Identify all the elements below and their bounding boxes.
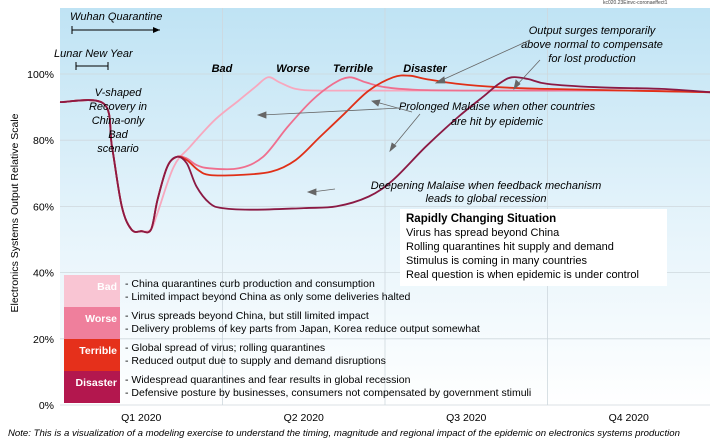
v-shaped-line-4: Bad: [108, 129, 128, 141]
legend-swatch-worse: [64, 307, 120, 339]
legend-description-line: - Defensive posture by businesses, consu…: [125, 387, 531, 399]
y-tick-label: 100%: [27, 69, 54, 81]
y-tick-label: 80%: [33, 135, 54, 147]
malaise-arrows: [256, 99, 421, 153]
y-tick-label: 60%: [33, 201, 54, 213]
x-category-label: Q2 2020: [284, 412, 324, 424]
deepening-malaise-annotation: Deepening Malaise when feedback mechanis…: [371, 180, 602, 205]
legend-label-worse: Worse: [85, 313, 117, 325]
legend-swatch-bad: [64, 275, 120, 307]
wuhan-quarantine-marker: Wuhan Quarantine: [70, 11, 162, 34]
y-axis-ticks: 0% 20% 40% 60% 80% 100%: [27, 69, 54, 412]
deepening-line-1: Deepening Malaise when feedback mechanis…: [371, 180, 602, 192]
v-shaped-line-3: China-only: [92, 115, 146, 127]
v-shaped-line-1: V-shaped: [95, 87, 143, 99]
infobox-line: Rolling quarantines hit supply and deman…: [406, 241, 614, 253]
legend-swatch-terrible: [64, 339, 120, 371]
scenario-label-bad: Bad: [212, 63, 233, 75]
v-shaped-annotation: V-shaped Recovery in China-only Bad scen…: [89, 87, 147, 155]
prolonged-malaise-annotation: Prolonged Malaise when other countries a…: [399, 101, 596, 128]
legend-description-line: - Reduced output due to supply and deman…: [125, 355, 386, 367]
y-tick-label: 40%: [33, 268, 54, 280]
legend-description-line: - Global spread of virus; rolling quaran…: [125, 342, 325, 354]
scenario-label-terrible: Terrible: [333, 63, 373, 75]
scenario-legend: Bad - China quarantines curb production a…: [64, 275, 531, 403]
surge-arrows: [434, 39, 541, 91]
lunar-new-year-label: Lunar New Year: [54, 48, 134, 60]
footnote: Note: This is a visualization of a model…: [8, 428, 680, 439]
deepening-arrow: [306, 188, 336, 196]
x-category-label: Q4 2020: [609, 412, 649, 424]
surge-line-1: Output surges temporarily: [529, 25, 657, 37]
scenario-label-worse: Worse: [276, 63, 309, 75]
rapidly-changing-situation-box: Rapidly Changing Situation Virus has spr…: [400, 209, 667, 286]
legend-description-line: - Virus spreads beyond China, but still …: [125, 310, 369, 322]
series-lines: [59, 74, 710, 234]
y-axis-label: Electronics Systems Output Relative Scal…: [9, 113, 21, 312]
lunar-new-year-marker: Lunar New Year: [54, 48, 134, 70]
legend-label-terrible: Terrible: [79, 345, 117, 357]
series-line-disaster: [59, 76, 710, 234]
y-tick-label: 20%: [33, 334, 54, 346]
legend-swatch-disaster: [64, 371, 120, 403]
x-category-label: Q3 2020: [446, 412, 486, 424]
legend-label-bad: Bad: [97, 281, 117, 293]
wuhan-quarantine-label: Wuhan Quarantine: [70, 11, 162, 23]
infobox-line: Real question is when epidemic is under …: [406, 269, 639, 281]
x-category-label: Q1 2020: [121, 412, 161, 424]
surge-line-3: for lost production: [548, 53, 635, 65]
infobox-line: Virus has spread beyond China: [406, 227, 560, 239]
legend-description-line: - Limited impact beyond China as only so…: [125, 291, 411, 303]
v-shaped-line-2: Recovery in: [89, 101, 147, 113]
infobox-line: Stimulus is coming in many countries: [406, 255, 587, 267]
malaise-line-1: Prolonged Malaise when other countries: [399, 101, 596, 113]
infobox-title: Rapidly Changing Situation: [406, 213, 557, 225]
source-reference: kc020.23Einvc-coronaeffect1: [603, 0, 668, 6]
deepening-line-2: leads to global recession: [425, 193, 546, 205]
output-surge-annotation: Output surges temporarily above normal t…: [521, 25, 663, 65]
v-shaped-line-5: scenario: [97, 143, 139, 155]
legend-description-line: - Delivery problems of key parts from Ja…: [125, 323, 480, 335]
surge-line-2: above normal to compensate: [521, 39, 663, 51]
y-tick-label: 0%: [39, 400, 54, 412]
legend-label-disaster: Disaster: [76, 377, 117, 389]
scenario-label-disaster: Disaster: [403, 63, 447, 75]
legend-description-line: - China quarantines curb production and …: [125, 278, 375, 290]
legend-description-line: - Widespread quarantines and fear result…: [125, 374, 411, 386]
x-axis-labels: Q1 2020 Q2 2020 Q3 2020 Q4 2020: [121, 412, 649, 424]
malaise-line-2: are hit by epidemic: [451, 116, 544, 128]
